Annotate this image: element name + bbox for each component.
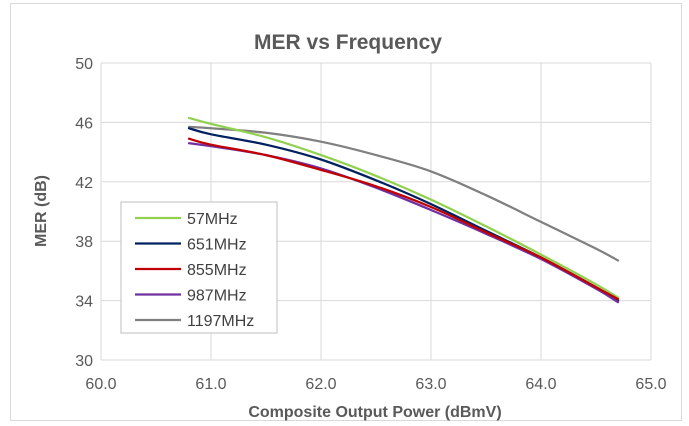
x-tick-label: 64.0: [525, 376, 556, 393]
x-tick-label: 60.0: [85, 376, 116, 393]
series-line-855MHz: [187, 137, 620, 301]
y-tick-label: 42: [75, 175, 93, 192]
x-tick-label: 65.0: [635, 376, 666, 393]
tick-layer: 30 34 38 42 46 50 60.0 61.0 62.0 63.0 64.0 65.0: [75, 56, 666, 393]
legend-label-651MHz: 651MHz: [187, 237, 247, 254]
x-tick-label: 61.0: [195, 376, 226, 393]
y-tick-label: 34: [75, 294, 93, 311]
y-tick-label: 30: [75, 353, 93, 370]
x-tick-label: 63.0: [415, 376, 446, 393]
legend-label-987MHz: 987MHz: [187, 288, 247, 305]
y-tick-label: 38: [75, 234, 93, 251]
legend-label-57MHz: 57MHz: [187, 211, 238, 228]
y-axis-title: MER (dB): [33, 175, 50, 247]
series-layer: [187, 116, 620, 304]
chart-title: MER vs Frequency: [254, 31, 442, 54]
y-tick-label: 46: [75, 115, 93, 132]
legend-label-855MHz: 855MHz: [187, 262, 247, 279]
legend-label-1197MHz: 1197MHz: [187, 313, 254, 330]
series-line-57MHz: [187, 116, 620, 299]
legend: 57MHz 651MHz 855MHz 987MHz 1197MHz: [120, 201, 278, 334]
legend-box: [120, 201, 278, 334]
x-axis-title: Composite Output Power (dBmV): [248, 404, 501, 421]
x-tick-label: 62.0: [305, 376, 336, 393]
y-tick-label: 50: [75, 56, 93, 73]
